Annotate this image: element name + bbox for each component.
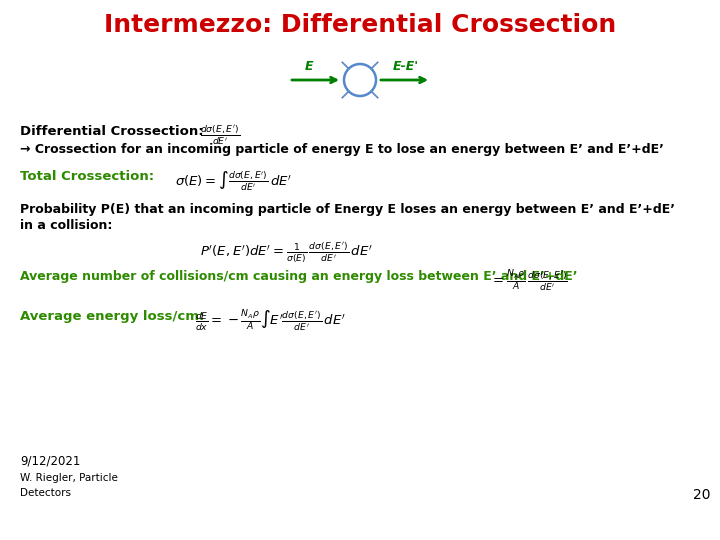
Text: Average number of collisions/cm causing an energy loss between E’ and E’+dE’: Average number of collisions/cm causing … (20, 270, 577, 283)
Text: $\frac{d\sigma(E,E')}{dE'}$: $\frac{d\sigma(E,E')}{dE'}$ (200, 123, 240, 146)
Text: E-E': E-E' (393, 60, 419, 73)
Text: in a collision:: in a collision: (20, 219, 112, 232)
Text: Total Crossection:: Total Crossection: (20, 170, 154, 183)
Text: $\frac{dE}{dx} = -\frac{N_A\rho}{A}\int E'\frac{d\sigma(E,E')}{dE'}\,dE'$: $\frac{dE}{dx} = -\frac{N_A\rho}{A}\int … (195, 309, 346, 334)
Text: $\sigma(E) = \int \frac{d\sigma(E,E')}{dE'}\,dE'$: $\sigma(E) = \int \frac{d\sigma(E,E')}{d… (175, 169, 292, 193)
Text: E: E (305, 60, 313, 73)
Text: $= \frac{N_A\rho}{A}\,\frac{d\sigma(E,E')}{dE'}$: $= \frac{N_A\rho}{A}\,\frac{d\sigma(E,E'… (490, 269, 567, 294)
Text: W. Riegler, Particle: W. Riegler, Particle (20, 473, 118, 483)
Text: Detectors: Detectors (20, 488, 71, 498)
Text: Probability P(E) that an incoming particle of Energy E loses an energy between E: Probability P(E) that an incoming partic… (20, 203, 675, 216)
Text: Intermezzo: Differential Crossection: Intermezzo: Differential Crossection (104, 13, 616, 37)
Text: → Crossection for an incoming particle of energy E to lose an energy between E’ : → Crossection for an incoming particle o… (20, 143, 664, 156)
Text: 20: 20 (693, 488, 710, 502)
Text: 9/12/2021: 9/12/2021 (20, 455, 81, 468)
Text: Differential Crossection:: Differential Crossection: (20, 125, 204, 138)
Text: $P'(E,E')dE' = \frac{1}{\sigma(E)}\,\frac{d\sigma(E,E')}{dE'}\,dE'$: $P'(E,E')dE' = \frac{1}{\sigma(E)}\,\fra… (200, 241, 373, 266)
Text: Average energy loss/cm:: Average energy loss/cm: (20, 310, 204, 323)
